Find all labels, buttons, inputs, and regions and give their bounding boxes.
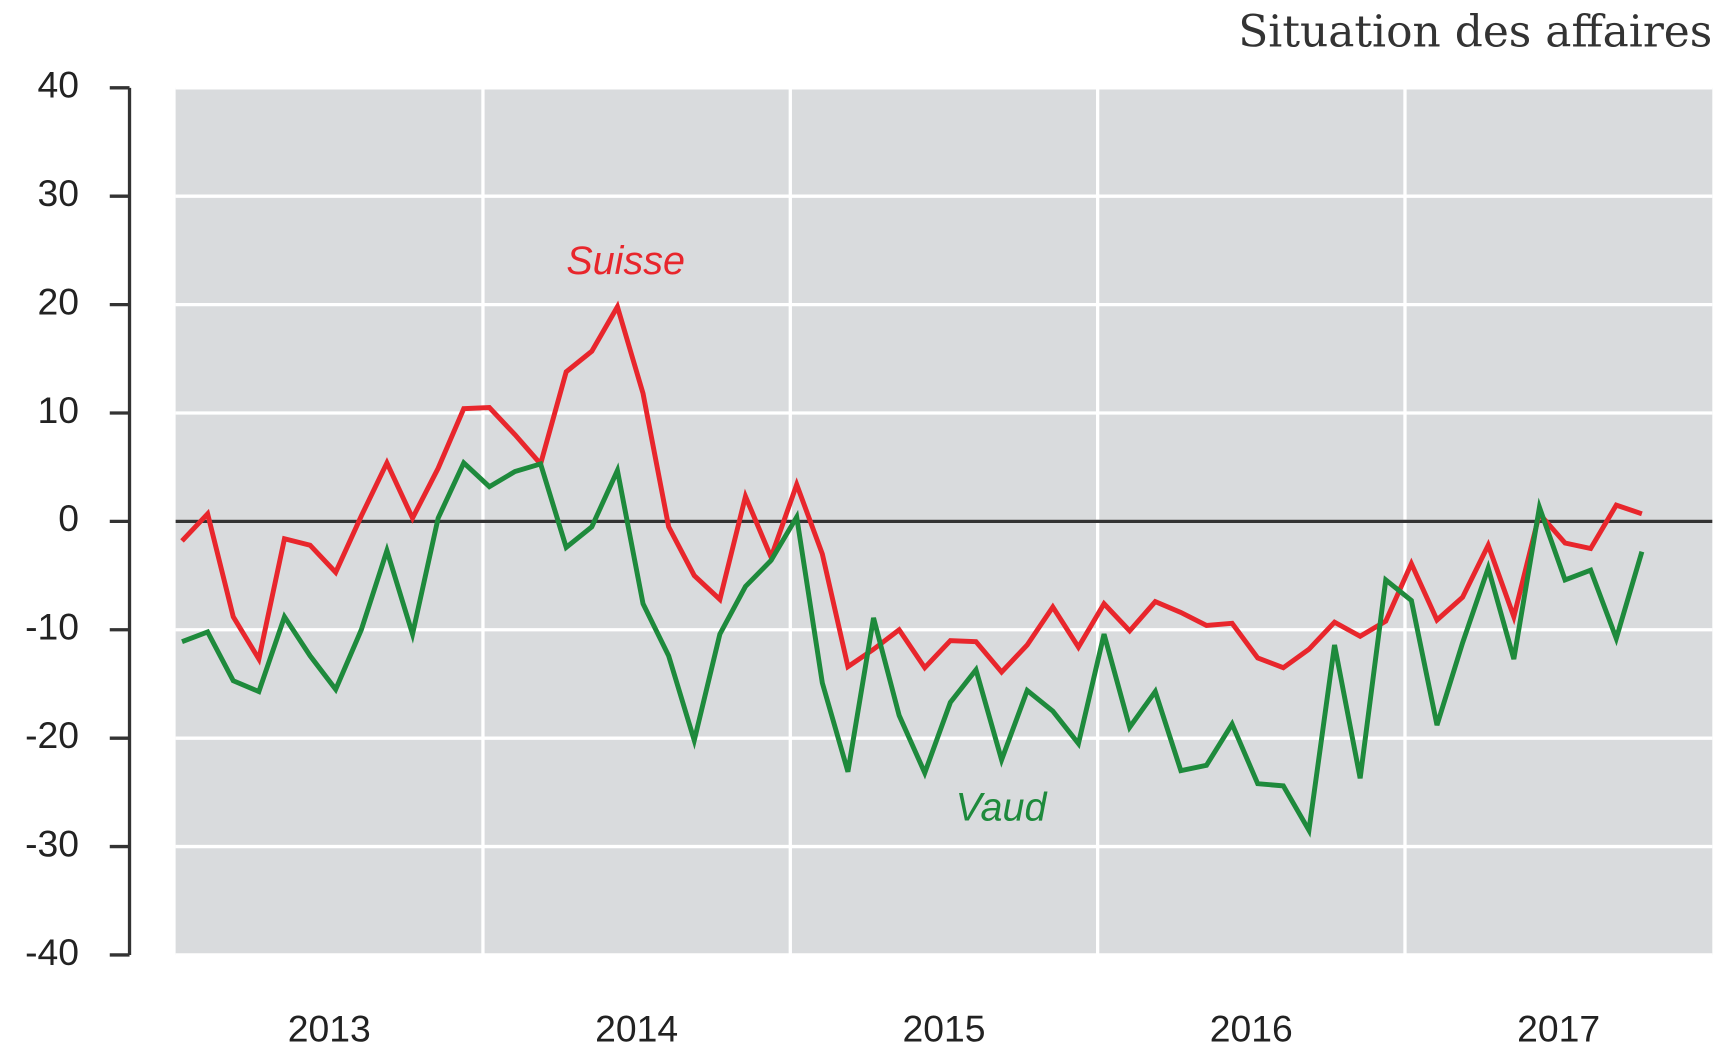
x-tick-label: 2015: [902, 1008, 985, 1050]
chart-title: Situation des affaires: [1238, 7, 1712, 58]
y-tick-label: 30: [38, 172, 79, 214]
y-tick-label: 40: [38, 64, 79, 106]
line-series: [181, 458, 1645, 838]
y-tick-label: -10: [25, 606, 79, 648]
series-label: Suisse: [566, 239, 685, 283]
x-tick-label: 2013: [288, 1008, 371, 1050]
y-tick-label: 10: [38, 389, 79, 431]
y-tick-label: 0: [58, 497, 79, 539]
x-tick-label: 2017: [1517, 1008, 1600, 1050]
y-tick-label: 20: [38, 280, 79, 322]
x-tick-label: 2014: [595, 1008, 678, 1050]
x-tick-label: 2016: [1210, 1008, 1293, 1050]
y-tick-label: -40: [25, 931, 79, 973]
series-label: Vaud: [956, 786, 1049, 830]
y-tick-label: -30: [25, 822, 79, 864]
y-tick-label: -20: [25, 714, 79, 756]
